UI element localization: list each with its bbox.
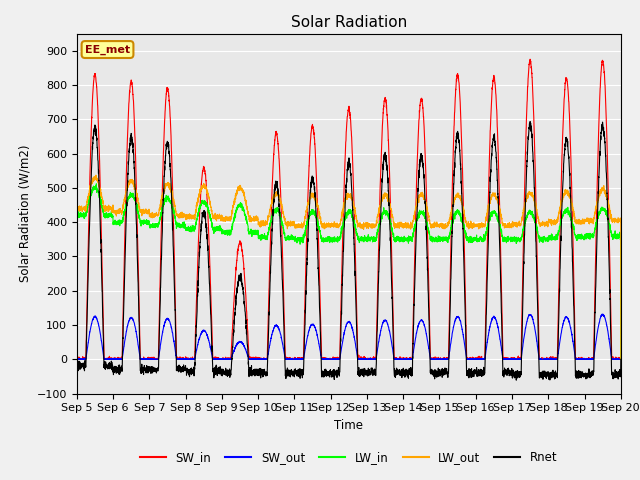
LW_in — [502, 237, 509, 243]
SW_in — [502, 356, 509, 361]
Rnet — [526, 119, 534, 124]
LW_in — [171, 214, 179, 219]
LW_out — [171, 201, 179, 206]
Line: LW_out: LW_out — [77, 175, 621, 360]
Rnet — [73, 366, 81, 372]
SW_out — [471, 356, 479, 362]
LW_out — [502, 222, 509, 228]
LW_in — [93, 181, 100, 187]
SW_in — [73, 357, 81, 362]
Rnet — [471, 367, 479, 373]
Line: SW_out: SW_out — [77, 314, 621, 360]
Rnet — [328, 369, 336, 374]
SW_in — [617, 357, 625, 362]
Line: Rnet: Rnet — [77, 121, 621, 380]
SW_out — [440, 356, 448, 362]
LW_out — [471, 223, 479, 229]
SW_out — [599, 311, 607, 317]
Rnet — [513, 377, 520, 383]
SW_out — [617, 357, 625, 362]
SW_out — [73, 357, 81, 362]
LW_out — [616, 219, 624, 225]
LW_in — [616, 230, 624, 236]
SW_out — [171, 343, 179, 348]
SW_out — [328, 357, 336, 362]
LW_out — [92, 172, 100, 178]
Rnet — [617, 357, 625, 362]
LW_in — [329, 240, 337, 245]
LW_in — [617, 357, 625, 362]
LW_out — [73, 204, 81, 209]
Rnet — [616, 374, 624, 380]
SW_out — [616, 357, 624, 362]
Legend: SW_in, SW_out, LW_in, LW_out, Rnet: SW_in, SW_out, LW_in, LW_out, Rnet — [136, 446, 562, 469]
LW_in — [471, 237, 479, 243]
SW_in — [526, 56, 534, 62]
Y-axis label: Solar Radiation (W/m2): Solar Radiation (W/m2) — [18, 145, 31, 282]
SW_out — [502, 357, 509, 362]
LW_out — [617, 357, 625, 362]
LW_in — [73, 213, 81, 218]
SW_in — [440, 356, 448, 362]
Rnet — [171, 293, 179, 299]
SW_in — [616, 357, 624, 362]
Text: EE_met: EE_met — [85, 44, 130, 55]
SW_in — [171, 265, 179, 271]
LW_out — [329, 223, 337, 229]
SW_in — [328, 357, 336, 362]
Title: Solar Radiation: Solar Radiation — [291, 15, 407, 30]
LW_in — [441, 235, 449, 241]
SW_in — [471, 357, 479, 362]
LW_out — [441, 223, 449, 229]
Rnet — [502, 369, 509, 375]
Line: LW_in: LW_in — [77, 184, 621, 360]
Line: SW_in: SW_in — [77, 59, 621, 360]
X-axis label: Time: Time — [334, 419, 364, 432]
Rnet — [440, 371, 448, 377]
